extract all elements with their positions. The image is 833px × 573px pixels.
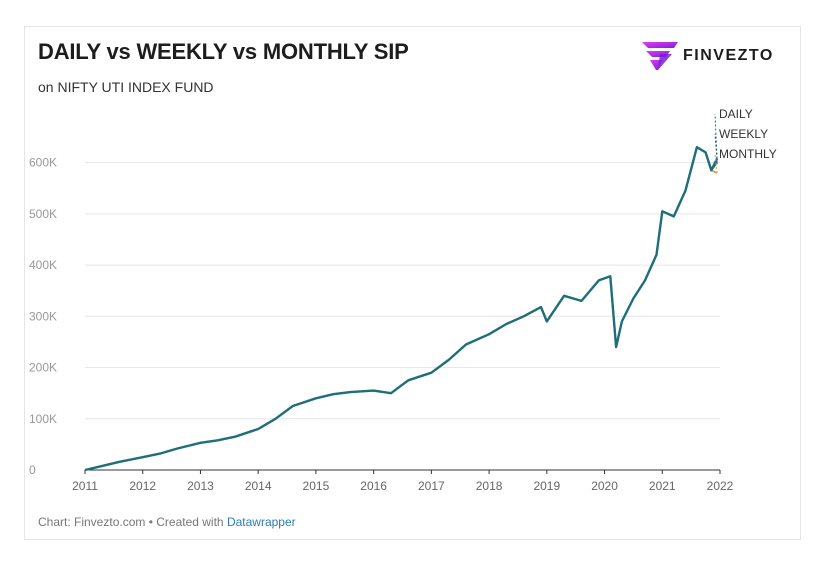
y-tick-label: 600K [29,156,57,170]
x-tick-label: 2012 [129,479,156,493]
y-tick-label: 200K [29,361,57,375]
series-label-connector [714,153,718,173]
x-tick-label: 2015 [303,479,330,493]
y-tick-label: 400K [29,258,57,272]
y-tick-label: 300K [29,309,57,323]
y-tick-label: 500K [29,207,57,221]
chart-subtitle: on NIFTY UTI INDEX FUND [38,79,214,95]
series-line-daily [84,145,719,472]
series-label-monthly: MONTHLY [719,147,777,161]
datawrapper-link[interactable]: Datawrapper [226,515,296,529]
series-label-daily: DAILY [719,107,753,121]
x-tick-label: 2016 [360,479,387,493]
y-tick-label: 100K [29,412,57,426]
footer-credit: Chart: Finvezto.com • Created with [38,515,227,529]
line-chart: 0 100K 200K 300K 400K 500K 600K 2011 2012 2013 201… [29,107,777,493]
x-tick-label: 2019 [533,479,560,493]
y-tick-label: 0 [29,463,36,477]
chart-card: DAILY vs WEEKLY vs MONTHLY SIP on NIFTY … [24,26,801,540]
finvezto-logo-icon [642,42,678,70]
chart-footer: Chart: Finvezto.com • Created with Dataw… [38,515,296,529]
series-label-weekly: WEEKLY [719,127,768,141]
series-line-weekly [84,146,718,471]
x-tick-label: 2021 [649,479,676,493]
series-label-connector [714,133,718,163]
brand-name: FINVEZTO [683,47,774,64]
x-tick-label: 2014 [245,479,272,493]
x-tick-label: 2013 [187,479,214,493]
x-tick-label: 2017 [418,479,445,493]
chart-title: DAILY vs WEEKLY vs MONTHLY SIP [38,39,409,64]
x-tick-label: 2020 [591,479,618,493]
series-line-monthly [84,146,718,471]
x-tick-label: 2018 [476,479,503,493]
x-tick-label: 2011 [72,479,98,493]
series-label-connector [714,113,718,159]
brand-logo: FINVEZTO [640,39,774,73]
x-tick-label: 2022 [707,479,734,493]
